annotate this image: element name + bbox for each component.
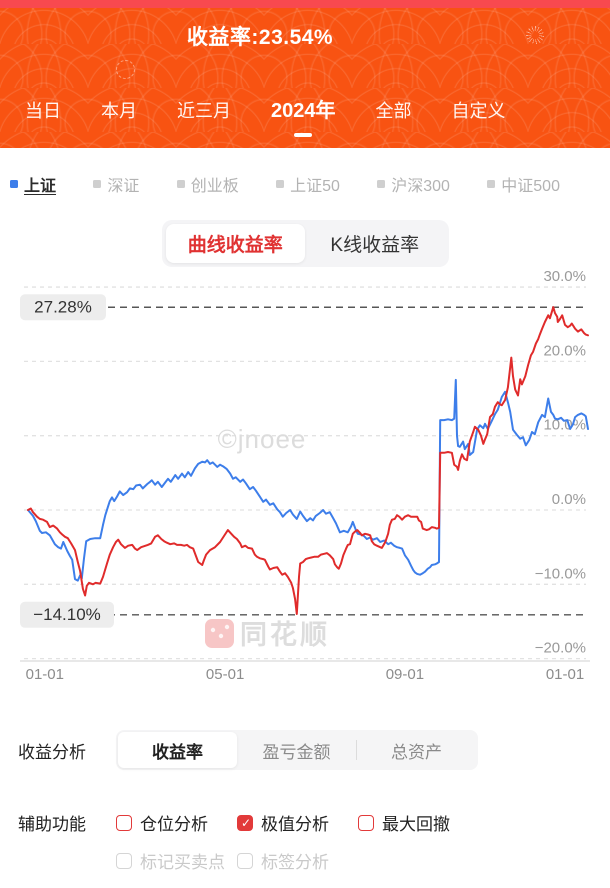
- aux-functions-block: 辅助功能 仓位分析 极值分析 最大回撤 标记买卖点 标签分析: [0, 810, 610, 873]
- chart-type-toggle: 曲线收益率 K线收益率: [161, 220, 449, 267]
- checkbox-icon[interactable]: [358, 814, 374, 831]
- watermark-ths: 同花顺: [240, 620, 330, 650]
- legend-swatch-icon: [487, 180, 496, 188]
- returns-chart[interactable]: 30.0% 20.0% 10.0% 0.0% −10.0% −20.0% ©jnoee 同花顺…: [0, 267, 610, 687]
- legend-swatch-icon: [93, 180, 102, 188]
- legend-label: 上证: [24, 178, 57, 195]
- legend-item-5[interactable]: 中证500: [487, 172, 560, 196]
- legend-swatch-icon: [377, 180, 386, 188]
- aux-option-label: 极值分析: [261, 815, 329, 834]
- checkbox-icon[interactable]: [116, 852, 132, 869]
- aux-section-label: 辅助功能: [18, 815, 86, 834]
- header: 收益率:23.54% 当日 本月 近三月 2024年 全部 自定义: [0, 0, 610, 148]
- analysis-tab-0[interactable]: 收益率: [118, 732, 237, 768]
- series-line-portfolio: [27, 306, 589, 615]
- x-axis-tick-label: 09-01: [386, 666, 424, 683]
- top-banner-strip: [0, 0, 610, 8]
- ths-logo-dot: [218, 633, 224, 639]
- legend-swatch-icon: [276, 180, 285, 188]
- analysis-row: 收益分析 收益率 盈亏金额 总资产: [0, 730, 610, 770]
- analysis-tabs: 收益率 盈亏金额 总资产: [116, 730, 478, 770]
- y-axis-tick-label: −20.0%: [535, 640, 586, 657]
- firework-decoration-icon: [524, 24, 546, 46]
- analysis-section-label: 收益分析: [18, 742, 86, 762]
- returns-chart-svg[interactable]: 30.0% 20.0% 10.0% 0.0% −10.0% −20.0% ©jnoee 同花顺…: [0, 267, 610, 687]
- min-annotation-chip: [20, 601, 114, 628]
- checkbox-icon[interactable]: [116, 814, 132, 831]
- analysis-tab-1[interactable]: 盈亏金额: [262, 742, 331, 762]
- aux-option-0-2[interactable]: 最大回撤: [358, 810, 450, 835]
- max-annotation-label: 27.28%: [34, 297, 92, 316]
- legend-swatch-icon: [176, 180, 185, 188]
- period-tabs: 当日 本月 近三月 2024年 全部 自定义: [0, 94, 610, 123]
- tab-period-2[interactable]: 近三月: [177, 101, 231, 121]
- index-legend: 上证 深证 创业板 上证50 沪深300 中证500: [0, 148, 610, 196]
- legend-label: 中证500: [501, 178, 560, 195]
- watermark-jnoee: ©jnoee: [218, 424, 307, 454]
- x-axis-tick-label: 01-01: [26, 666, 64, 683]
- page-title: 收益率:23.54%: [186, 26, 334, 49]
- y-axis-tick-label: −10.0%: [535, 565, 586, 582]
- chart-type-option-0[interactable]: 曲线收益率: [165, 224, 305, 263]
- y-axis-tick-label: 20.0%: [543, 342, 586, 359]
- ths-logo-dot: [210, 627, 216, 633]
- ths-logo-dot: [224, 624, 230, 630]
- aux-option-0-1[interactable]: 极值分析: [237, 810, 358, 835]
- tab-period-5[interactable]: 自定义: [451, 101, 506, 121]
- legend-item-1[interactable]: 深证: [93, 172, 139, 196]
- legend-label: 创业板: [190, 178, 239, 195]
- analysis-tab-2[interactable]: 总资产: [391, 742, 442, 762]
- min-annotation-label: −14.10%: [33, 605, 101, 624]
- legend-swatch-icon: [10, 180, 18, 188]
- aux-option-1-0[interactable]: 标记买卖点: [116, 848, 237, 873]
- aux-option-1-1[interactable]: 标签分析: [237, 848, 329, 873]
- segmented-divider: [356, 740, 357, 760]
- x-axis-tick-label: 05-01: [206, 666, 244, 683]
- legend-label: 深证: [107, 178, 140, 195]
- tab-period-3[interactable]: 2024年: [271, 94, 336, 123]
- aux-row-2: 标记买卖点 标签分析: [116, 848, 329, 873]
- tab-period-0[interactable]: 当日: [25, 101, 61, 121]
- aux-option-0-0[interactable]: 仓位分析: [116, 810, 237, 835]
- max-annotation-chip: [20, 294, 106, 321]
- y-axis-tick-label: 10.0%: [543, 417, 586, 434]
- tab-period-1[interactable]: 本月: [101, 101, 137, 121]
- aux-option-label: 最大回撤: [382, 815, 450, 834]
- series-line-benchmark: [27, 378, 589, 582]
- y-axis-tick-label: 30.0%: [543, 268, 586, 285]
- legend-item-4[interactable]: 沪深300: [377, 172, 450, 196]
- checkbox-checked-icon[interactable]: [237, 814, 254, 832]
- aux-row-1: 仓位分析 极值分析 最大回撤: [116, 810, 450, 835]
- chart-type-option-1[interactable]: K线收益率: [330, 235, 420, 256]
- dotted-circle-decoration-icon: [116, 60, 135, 79]
- y-axis-tick-label: 0.0%: [552, 491, 586, 508]
- legend-label: 沪深300: [391, 178, 450, 195]
- checkbox-icon[interactable]: [237, 852, 253, 869]
- x-axis-tick-label: 01-01: [546, 666, 584, 683]
- legend-item-0[interactable]: 上证: [10, 172, 56, 196]
- ths-logo-icon: [205, 619, 234, 648]
- aux-option-label: 标记买卖点: [140, 853, 225, 872]
- legend-item-2[interactable]: 创业板: [176, 172, 239, 196]
- legend-label: 上证50: [290, 178, 340, 195]
- legend-item-3[interactable]: 上证50: [276, 172, 340, 196]
- aux-option-label: 仓位分析: [140, 815, 208, 834]
- aux-option-label: 标签分析: [261, 853, 329, 872]
- tab-period-4[interactable]: 全部: [375, 101, 412, 121]
